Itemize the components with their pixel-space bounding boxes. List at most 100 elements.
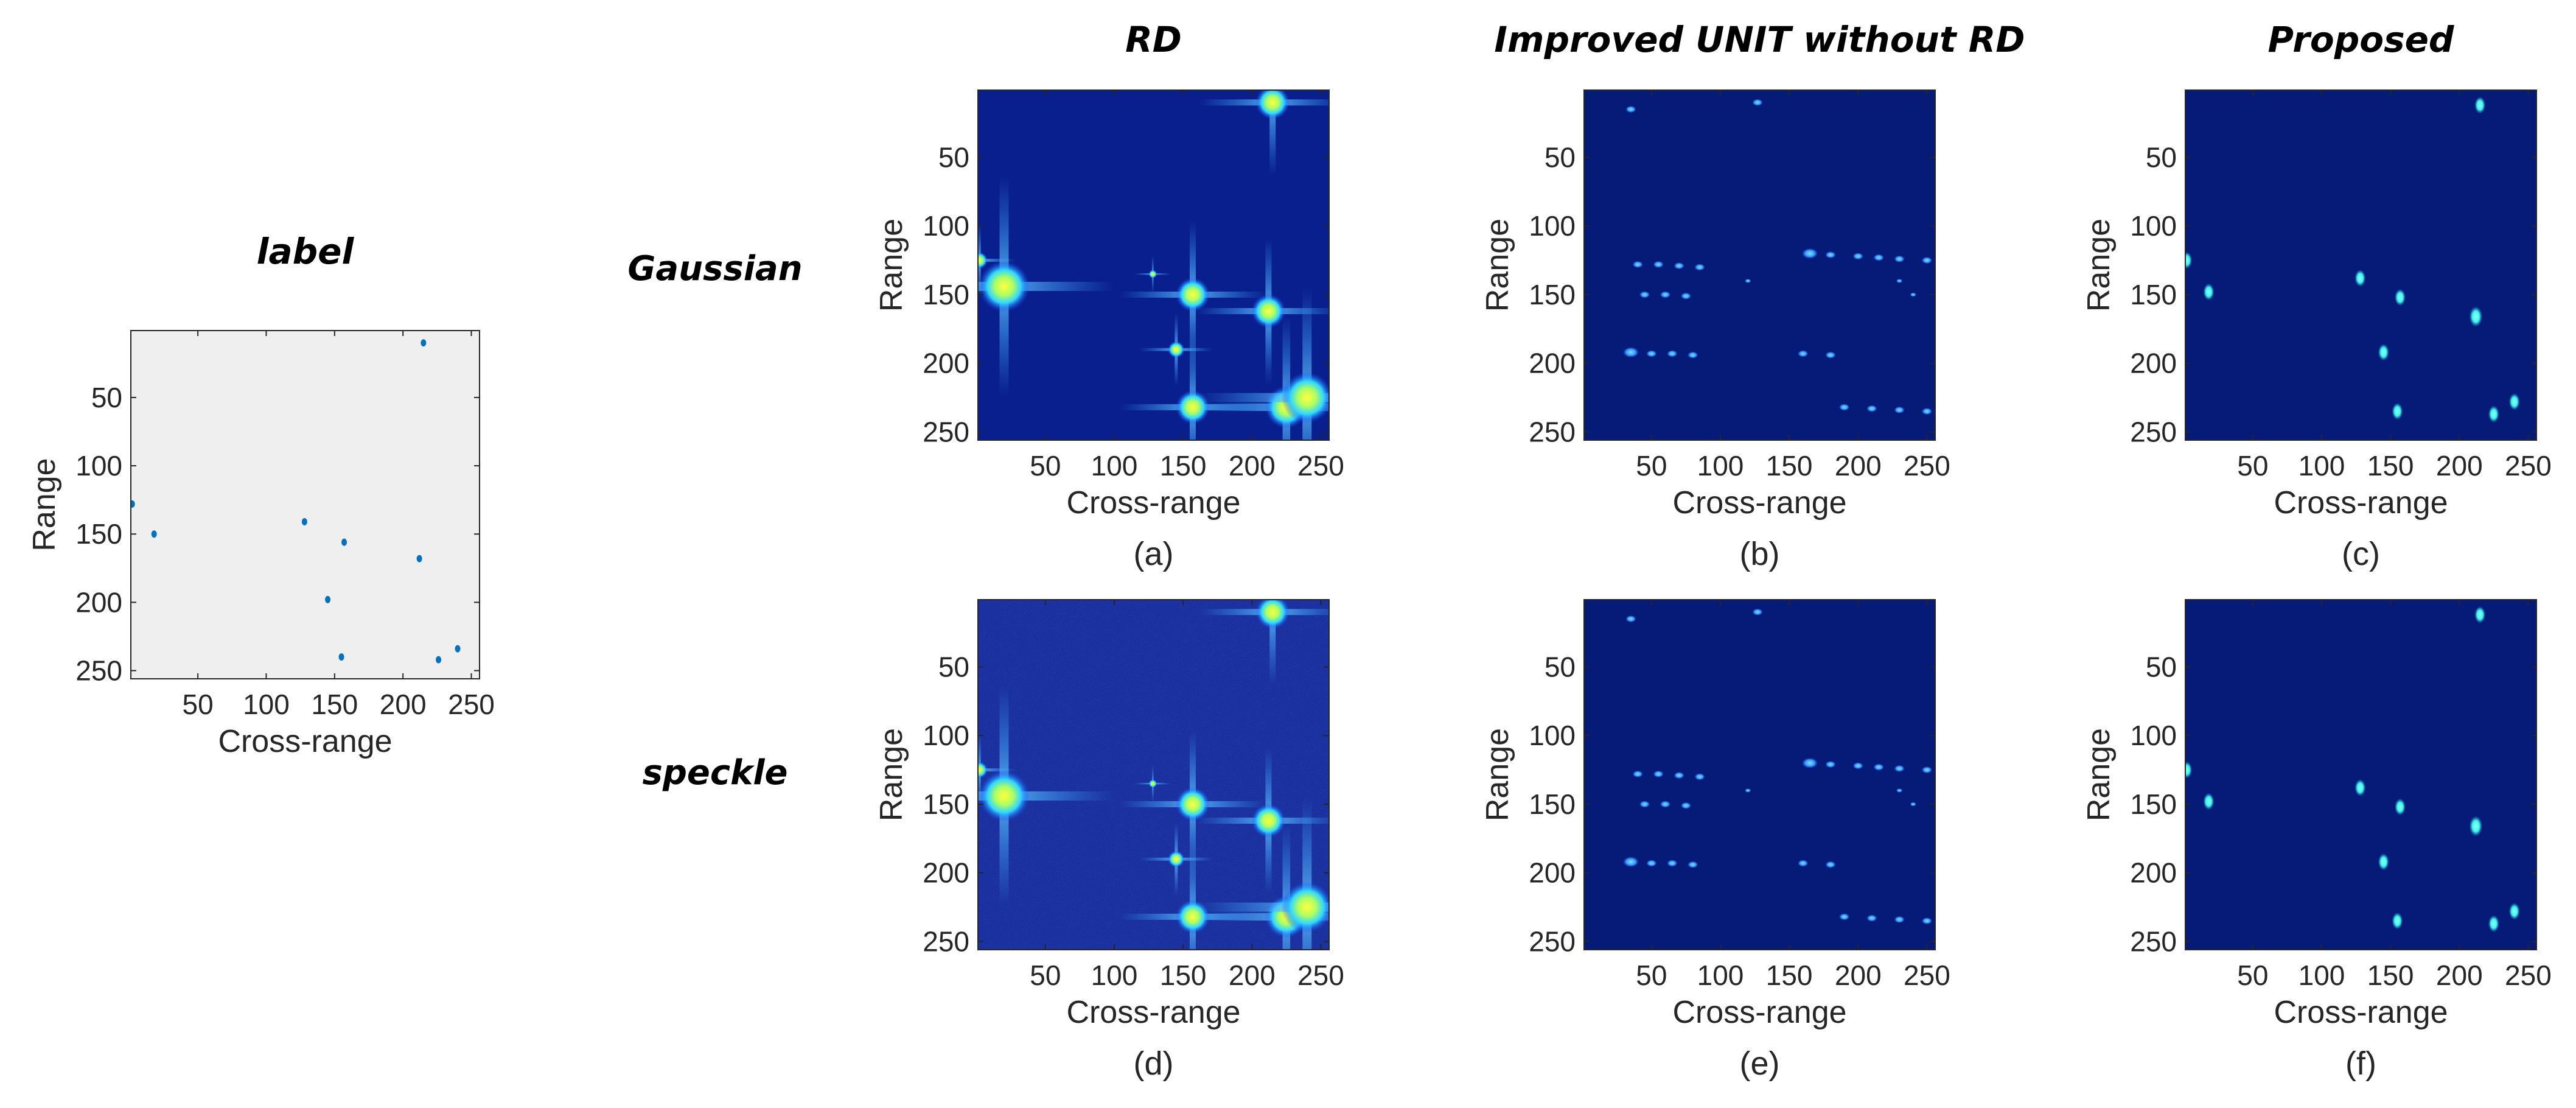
plot-frame [2185, 599, 2537, 950]
x-tick-label: 150 [1766, 450, 1813, 482]
label-chart: label 50 100 150 200 250 50 100 150 200 250 Cross-r… [27, 231, 495, 759]
x-tick-label: 50 [1030, 959, 1061, 991]
x-tick-label: 250 [1904, 959, 1950, 991]
y-tick-label: 50 [2146, 141, 2177, 173]
x-tick-label: 250 [2505, 959, 2552, 991]
peak [1797, 349, 1809, 357]
x-tick-label: 250 [2505, 450, 2552, 482]
x-tick-label: 150 [2367, 959, 2414, 991]
peak [1866, 914, 1877, 922]
peak [1744, 278, 1751, 284]
marks [1622, 608, 1933, 925]
y-tick-label: 50 [938, 141, 969, 173]
x-tick-label: 50 [2237, 959, 2268, 991]
panel-caption: (c) [2342, 536, 2380, 572]
y-axis-label: Range [874, 219, 909, 312]
peak [2203, 793, 2215, 810]
peak [2474, 606, 2486, 623]
x-axis-label: Cross-range [218, 724, 392, 759]
rd-speckle-chart: 50 100 150 200 250 50 100 150 200 250 Cross-range R… [874, 599, 1344, 1082]
panel-caption: (f) [2345, 1045, 2376, 1082]
peak [2378, 853, 2389, 871]
peak [1646, 349, 1657, 357]
y-tick-label: 100 [1529, 720, 1576, 751]
peak [2354, 269, 2366, 287]
panel-caption: (b) [1740, 536, 1780, 572]
rd-gaussian-chart: RD 50 100 150 200 250 50 100 150 200 250 Cross-rang… [874, 19, 1344, 572]
x-tick-label: 250 [448, 689, 495, 720]
plot-frame [977, 89, 1330, 441]
peak [1281, 372, 1329, 424]
x-tick-label: 50 [2237, 450, 2268, 482]
x-tick-label: 50 [1030, 450, 1061, 482]
peak [1797, 859, 1809, 867]
x-tick-label: 100 [1091, 450, 1138, 482]
sidelobe-h [978, 768, 1016, 772]
peak [2185, 761, 2193, 779]
peak [1921, 407, 1933, 415]
panel-caption: (d) [1134, 1045, 1174, 1082]
peak [1852, 252, 1864, 260]
label-point [301, 518, 307, 526]
y-tick-label: 150 [75, 518, 122, 550]
peak [1744, 788, 1751, 793]
sidelobe-v [1269, 600, 1276, 685]
peak [1921, 256, 1933, 264]
peak [1825, 861, 1837, 869]
row-label-gaussian: Gaussian [627, 249, 802, 289]
y-tick-label: 250 [75, 655, 122, 687]
x-tick-label: 200 [1835, 450, 1882, 482]
peak [1653, 261, 1664, 268]
peak [1894, 916, 1905, 924]
peak [1167, 850, 1185, 868]
row-label-speckle: speckle [642, 753, 787, 793]
peak [2394, 289, 2406, 306]
x-tick-label: 100 [2299, 959, 2345, 991]
y-tick-label: 250 [1529, 416, 1576, 447]
x-tick-label: 200 [2436, 450, 2483, 482]
marks [2185, 606, 2520, 933]
peak [2469, 306, 2483, 327]
x-tick-label: 200 [1229, 959, 1276, 991]
peak [1255, 90, 1290, 120]
peak [1838, 403, 1850, 411]
peak [1660, 290, 1671, 298]
peak [1674, 262, 1685, 270]
x-tick-label: 50 [1636, 959, 1667, 991]
x-tick-label: 200 [2436, 959, 2483, 991]
peak [1251, 804, 1286, 838]
peak [1622, 856, 1639, 868]
peak [1894, 255, 1905, 263]
peak [2394, 798, 2406, 816]
y-tick-label: 200 [1529, 348, 1576, 379]
plot-frame [1583, 599, 1936, 950]
y-tick-label: 50 [91, 382, 122, 413]
x-tick-label: 100 [1697, 959, 1744, 991]
y-tick-label: 250 [2130, 416, 2177, 447]
y-tick-label: 150 [2130, 788, 2177, 820]
label-point [338, 653, 344, 661]
sidelobe-v [1189, 843, 1196, 950]
peak [1694, 773, 1706, 780]
peak [1687, 351, 1698, 359]
marks [978, 90, 1329, 440]
peak [978, 251, 988, 269]
y-tick-label: 200 [923, 857, 969, 889]
peak [1653, 770, 1664, 778]
peak [1167, 341, 1185, 359]
peak [2474, 96, 2486, 114]
peak [1894, 765, 1905, 773]
x-tick-label: 100 [1091, 959, 1138, 991]
y-tick-label: 250 [923, 416, 969, 447]
x-tick-label: 50 [1636, 450, 1667, 482]
peak [1873, 254, 1885, 262]
peak [2185, 251, 2193, 269]
peak [1255, 600, 1290, 629]
peak [2508, 393, 2520, 410]
peak [1896, 278, 1903, 284]
marks [978, 600, 1329, 950]
y-axis-label: Range [2081, 728, 2117, 821]
peak [1251, 294, 1286, 329]
peak [1825, 351, 1837, 359]
